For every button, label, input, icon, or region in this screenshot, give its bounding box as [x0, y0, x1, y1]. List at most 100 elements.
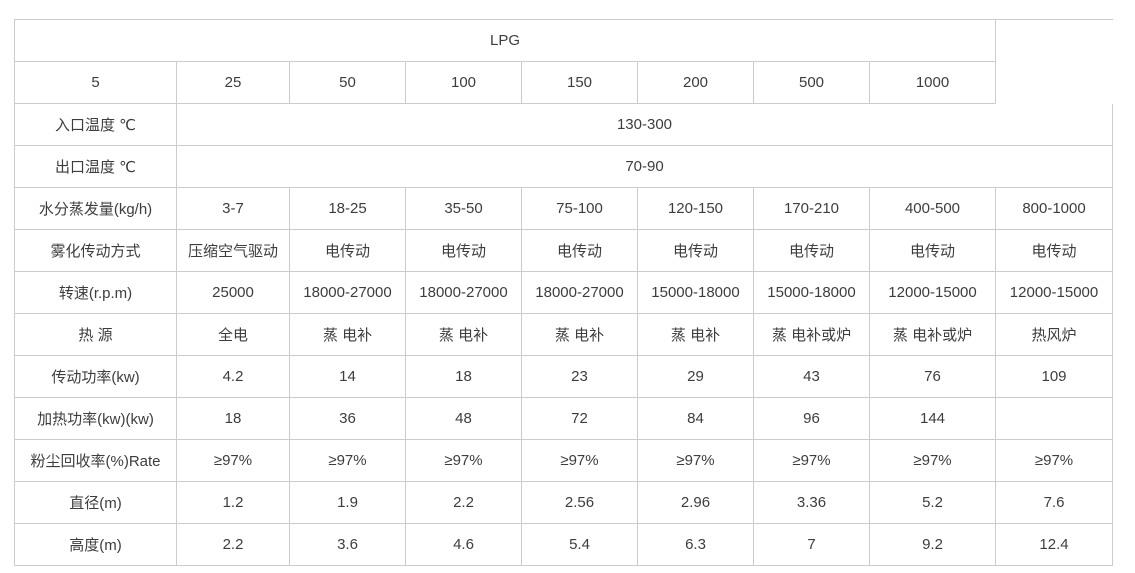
spec-cell: 2.96	[637, 481, 754, 524]
spec-cell: ≥97%	[521, 439, 638, 482]
spec-cell: 全电	[176, 313, 290, 356]
atomizer-drive-row: 雾化传动方式 压缩空气驱动 电传动 电传动 电传动 电传动 电传动 电传动 电传…	[14, 229, 1114, 272]
outlet-temp-value: 70-90	[175, 145, 1114, 188]
spec-cell-empty	[995, 397, 1114, 440]
model-row: 5 25 50 100 150 200 500 1000	[14, 61, 1113, 104]
spec-cell: 84	[637, 397, 754, 440]
spec-cell: ≥97%	[995, 439, 1114, 482]
spec-cell: ≥97%	[176, 439, 290, 482]
height-row: 高度(m) 2.2 3.6 4.6 5.4 6.3 7 9.2 12.4	[14, 523, 1114, 566]
spec-cell: 15000-18000	[637, 271, 754, 314]
spec-cell: 18-25	[289, 187, 406, 230]
spec-cell: 6.3	[637, 523, 754, 566]
spec-cell: 18000-27000	[521, 271, 638, 314]
row-label: 粉尘回收率(%)Rate	[14, 439, 177, 482]
spec-cell: 蒸 电补	[289, 313, 406, 356]
spec-cell: ≥97%	[405, 439, 522, 482]
spec-cell: 12.4	[995, 523, 1114, 566]
row-label: 出口温度 ℃	[14, 145, 177, 188]
spec-cell: 36	[289, 397, 406, 440]
spec-cell: 15000-18000	[753, 271, 870, 314]
spec-cell: 电传动	[637, 229, 754, 272]
heat-source-row: 热 源 全电 蒸 电补 蒸 电补 蒸 电补 蒸 电补 蒸 电补或炉 蒸 电补或炉…	[14, 313, 1114, 356]
row-label: 加热功率(kw)(kw)	[14, 397, 177, 440]
inlet-temp-value: 130-300	[175, 103, 1114, 146]
spec-cell: 2.56	[521, 481, 638, 524]
spec-table: LPG 5 25 50 100 150 200 500 1000 入口温度 ℃ …	[13, 19, 1114, 566]
row-label: 雾化传动方式	[14, 229, 177, 272]
spec-cell: 76	[868, 355, 997, 398]
spec-cell: 3.6	[289, 523, 406, 566]
heating-power-row: 加热功率(kw)(kw) 18 36 48 72 84 96 144	[14, 397, 1114, 440]
evaporation-row: 水分蒸发量(kg/h) 3-7 18-25 35-50 75-100 120-1…	[14, 187, 1114, 230]
inlet-temp-row: 入口温度 ℃ 130-300	[14, 103, 1114, 146]
spec-cell: 4.6	[405, 523, 522, 566]
spec-cell: 蒸 电补	[521, 313, 638, 356]
drive-power-row: 传动功率(kw) 4.2 14 18 23 29 43 76 109	[14, 355, 1114, 398]
spec-cell: 23	[521, 355, 638, 398]
spec-cell: 电传动	[289, 229, 406, 272]
spec-cell: 170-210	[753, 187, 870, 230]
spec-cell: 3-7	[176, 187, 290, 230]
spec-cell: 7	[753, 523, 870, 566]
row-label: 入口温度 ℃	[14, 103, 177, 146]
spec-cell: 压缩空气驱动	[176, 229, 290, 272]
spec-cell: 75-100	[521, 187, 638, 230]
model-cell: 100	[405, 61, 522, 104]
dust-recovery-row: 粉尘回收率(%)Rate ≥97% ≥97% ≥97% ≥97% ≥97% ≥9…	[14, 439, 1114, 482]
spec-cell: 35-50	[405, 187, 522, 230]
spec-cell: 蒸 电补或炉	[868, 313, 997, 356]
spec-cell: 800-1000	[995, 187, 1114, 230]
spec-cell: 5.4	[521, 523, 638, 566]
spec-cell: 72	[521, 397, 638, 440]
spec-cell: 12000-15000	[995, 271, 1114, 314]
spec-cell: 18	[405, 355, 522, 398]
spec-cell: 7.6	[995, 481, 1114, 524]
spec-cell: 蒸 电补	[637, 313, 754, 356]
row-label: 转速(r.p.m)	[14, 271, 177, 314]
spec-cell: ≥97%	[868, 439, 997, 482]
spec-cell: 18000-27000	[289, 271, 406, 314]
rotation-speed-row: 转速(r.p.m) 25000 18000-27000 18000-27000 …	[14, 271, 1114, 314]
row-label: 水分蒸发量(kg/h)	[14, 187, 177, 230]
spec-cell: 144	[868, 397, 997, 440]
spec-cell: 3.36	[753, 481, 870, 524]
row-label: 直径(m)	[14, 481, 177, 524]
spec-cell: 电传动	[868, 229, 997, 272]
row-label: 高度(m)	[14, 523, 177, 566]
spec-cell: ≥97%	[637, 439, 754, 482]
spec-cell: 109	[995, 355, 1114, 398]
spec-cell: 400-500	[868, 187, 997, 230]
spec-cell: 1.9	[289, 481, 406, 524]
spec-cell: 48	[405, 397, 522, 440]
spec-cell: 热风炉	[995, 313, 1114, 356]
spec-cell: 电传动	[753, 229, 870, 272]
spec-cell: 4.2	[176, 355, 290, 398]
spec-cell: 14	[289, 355, 406, 398]
spec-cell: 120-150	[637, 187, 754, 230]
model-cell: 5	[14, 61, 177, 104]
spec-cell: ≥97%	[289, 439, 406, 482]
spec-cell: 电传动	[405, 229, 522, 272]
header-row: LPG	[13, 19, 1113, 62]
header-ghost-cell	[995, 19, 1113, 62]
model-cell: 25	[176, 61, 290, 104]
spec-cell: 电传动	[995, 229, 1114, 272]
model-cell: 1000	[868, 61, 997, 104]
row-label: 热 源	[14, 313, 177, 356]
spec-cell: ≥97%	[753, 439, 870, 482]
spec-cell: 蒸 电补或炉	[753, 313, 870, 356]
spec-cell: 5.2	[868, 481, 997, 524]
model-cell: 50	[289, 61, 406, 104]
spec-cell: 96	[753, 397, 870, 440]
spec-cell: 2.2	[405, 481, 522, 524]
model-cell: 200	[637, 61, 754, 104]
spec-cell: 12000-15000	[868, 271, 997, 314]
spec-cell: 2.2	[176, 523, 290, 566]
spec-cell: 18	[176, 397, 290, 440]
spec-cell: 电传动	[521, 229, 638, 272]
row-label: 传动功率(kw)	[14, 355, 177, 398]
model-cell: 150	[521, 61, 638, 104]
spec-cell: 18000-27000	[405, 271, 522, 314]
model-cell: 500	[753, 61, 870, 104]
